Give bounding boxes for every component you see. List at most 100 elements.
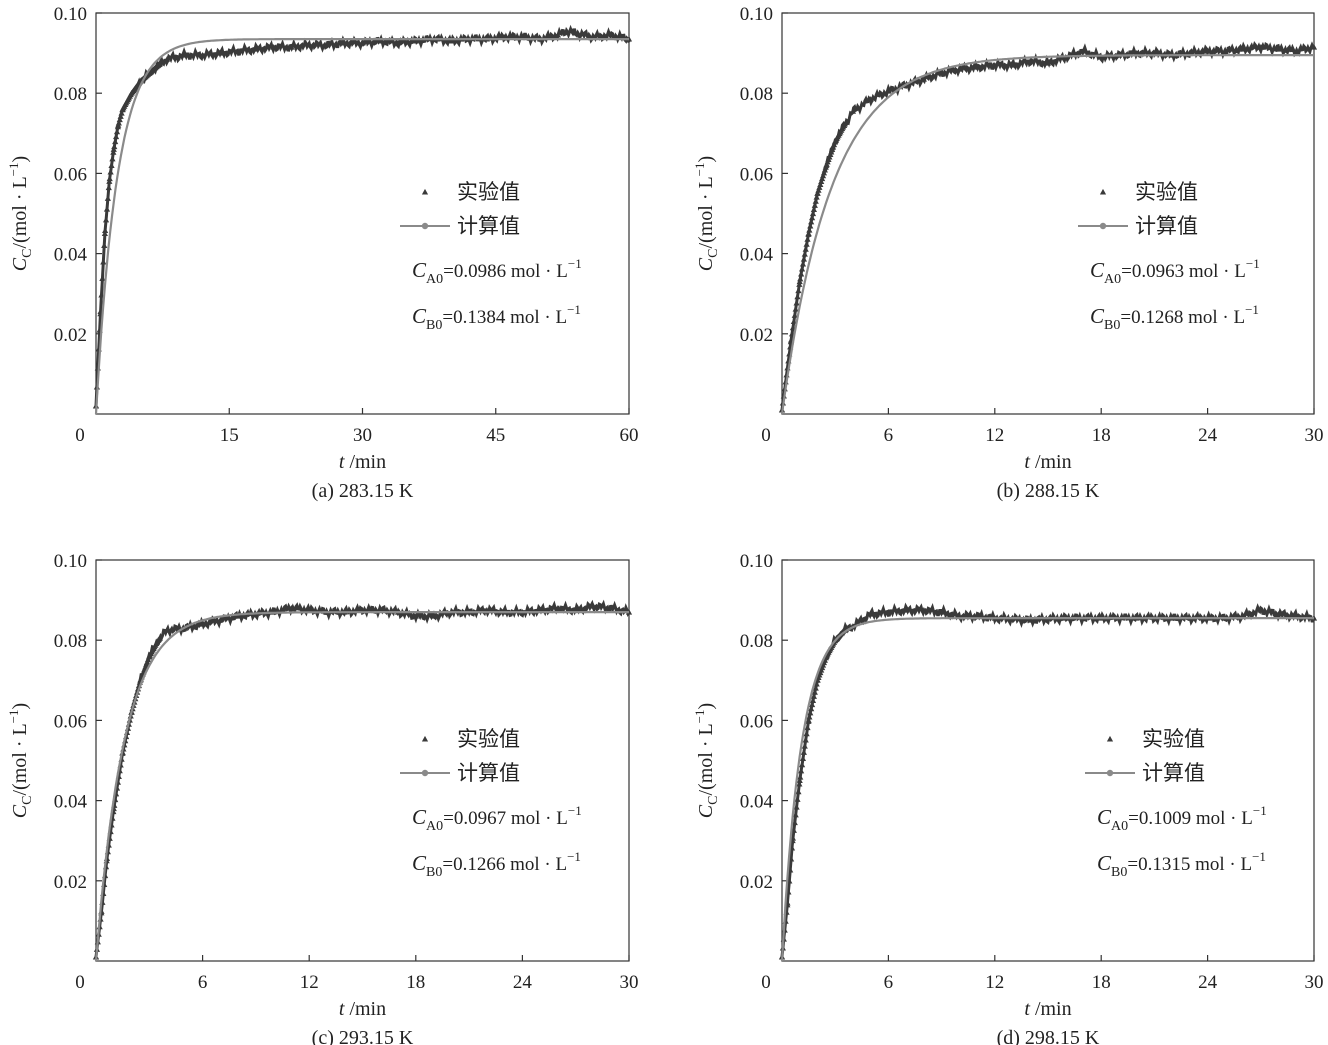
legend-marker-calculated: [1099, 222, 1107, 230]
x-axis-var: t: [339, 998, 345, 1020]
x-axis-unit: /min: [344, 451, 386, 473]
experimental-point: [146, 653, 153, 659]
condition-value: =0.0967 mol · L: [443, 808, 568, 829]
experimental-point: [117, 113, 124, 119]
condition-symbol: C: [1090, 304, 1105, 328]
experimental-point: [867, 96, 874, 102]
x-tick-label: 0: [761, 425, 771, 446]
experimental-point: [819, 175, 826, 182]
x-axis-var: t: [339, 451, 345, 473]
experimental-point: [823, 162, 830, 168]
y-axis-superscript: −1: [692, 162, 707, 176]
experimental-point: [798, 761, 806, 768]
experimental-point: [885, 609, 892, 615]
experimental-point: [793, 299, 800, 306]
experimental-point: [155, 62, 162, 68]
experimental-point: [128, 90, 135, 96]
y-tick-label: 0.10: [740, 551, 773, 572]
y-axis-subscript: C: [20, 796, 35, 805]
condition-value: =0.0963 mol · L: [1121, 261, 1246, 282]
condition-subscript: A0: [426, 272, 443, 287]
chart-panel-a: 0.02 0.04 0.06 0.08 0.10 0 15 30 45 60 t /min (a) 2…: [6, 4, 639, 502]
experimental-point: [811, 202, 818, 208]
y-tick-label: 0.04: [740, 245, 774, 266]
experimental-point: [113, 133, 120, 140]
experimental-point: [792, 811, 799, 818]
x-axis-label: t /min: [339, 998, 386, 1020]
legend-marker-experimental: [1099, 188, 1107, 195]
condition-annotation: CA0=0.0986 mol · L−1: [412, 256, 582, 287]
experimental-point: [112, 138, 119, 145]
experimental-point: [107, 168, 114, 175]
experimental-point: [1239, 45, 1247, 52]
y-tick-label: 0.08: [54, 631, 87, 652]
experimental-point: [798, 265, 806, 272]
y-axis-var: C: [695, 804, 717, 818]
x-tick-label: 18: [406, 972, 425, 993]
experimental-point: [798, 270, 805, 277]
experimental-point: [1044, 60, 1052, 66]
experimental-point: [812, 198, 819, 204]
experimental-trace: [780, 602, 1316, 958]
y-axis-unit: /(mol · L: [9, 723, 31, 795]
experimental-trace: [94, 24, 631, 407]
x-tick-label: 12: [985, 972, 1004, 993]
experimental-point: [973, 64, 981, 70]
experimental-point: [572, 29, 579, 36]
experimental-point: [146, 70, 153, 76]
chart-panel-c: 0.02 0.04 0.06 0.08 0.10 0 6 12 18 24 30 t /min (c) …: [6, 551, 639, 1045]
experimental-point: [800, 256, 807, 262]
legend-label-calculated: 计算值: [1142, 761, 1205, 785]
experimental-point: [797, 275, 804, 282]
series-experimental: [778, 40, 1318, 413]
experimental-point: [991, 62, 998, 68]
experimental-point: [808, 705, 815, 712]
series-experimental: [92, 24, 633, 409]
experimental-point: [102, 216, 110, 223]
experimental-point: [814, 190, 821, 196]
experimental-point: [867, 611, 874, 617]
y-tick-label: 0.02: [740, 325, 773, 346]
experimental-point: [795, 287, 802, 294]
experimental-point: [804, 236, 811, 242]
condition-subscript: B0: [426, 865, 442, 880]
experimental-point: [270, 43, 277, 50]
experimental-point: [163, 56, 171, 62]
experimental-point: [795, 788, 802, 795]
condition-annotation: CB0=0.1315 mol · L−1: [1097, 849, 1266, 880]
y-tick-label: 0.04: [54, 792, 88, 813]
experimental-point: [99, 275, 106, 281]
y-axis-var: C: [695, 257, 717, 271]
y-tick-label: 0.06: [740, 164, 773, 185]
plot-frame: [95, 559, 630, 962]
experimental-point: [810, 693, 818, 699]
experimental-point: [849, 108, 857, 114]
condition-superscript: −1: [1246, 256, 1260, 271]
experimental-point: [798, 767, 805, 774]
x-tick-label: 0: [761, 972, 771, 993]
y-axis-superscript: −1: [6, 709, 21, 723]
experimental-point: [801, 743, 808, 749]
experimental-point: [554, 31, 562, 38]
experimental-point: [101, 230, 108, 237]
y-axis-unit: /(mol · L: [695, 176, 717, 248]
condition-subscript: A0: [426, 819, 443, 834]
experimental-point: [104, 195, 111, 201]
experimental-point: [119, 106, 126, 112]
y-axis-var: C: [9, 257, 31, 271]
chart-panel-b: 0.02 0.04 0.06 0.08 0.10 0 6 12 18 24 30 t /min (b) …: [692, 4, 1324, 502]
experimental-point: [163, 627, 171, 633]
condition-subscript: B0: [1111, 865, 1127, 880]
y-tick-label: 0.10: [54, 4, 87, 25]
x-tick-label: 6: [884, 425, 894, 446]
y-axis-superscript: −1: [6, 162, 21, 176]
experimental-point: [802, 736, 809, 743]
experimental-point: [792, 306, 799, 312]
condition-symbol: C: [1097, 851, 1112, 875]
condition-superscript: −1: [567, 849, 581, 864]
x-tick-label: 6: [884, 972, 894, 993]
y-tick-label: 0.10: [54, 551, 87, 572]
plot-frame: [95, 12, 630, 415]
experimental-point: [101, 242, 108, 248]
